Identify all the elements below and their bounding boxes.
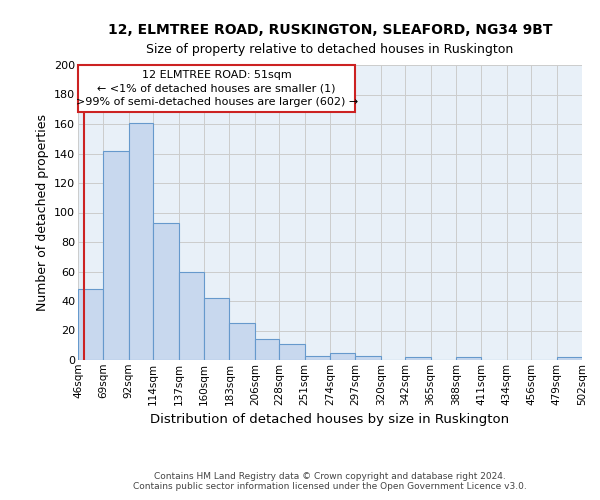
Bar — [129, 122, 153, 360]
Text: Contains HM Land Registry data © Crown copyright and database right 2024.: Contains HM Land Registry data © Crown c… — [154, 472, 506, 481]
Bar — [255, 340, 279, 360]
Bar — [279, 344, 305, 360]
Bar — [456, 357, 481, 360]
Bar — [78, 289, 103, 360]
Bar — [557, 357, 582, 360]
Bar — [405, 357, 431, 360]
Bar — [179, 272, 204, 360]
Bar — [103, 150, 129, 360]
X-axis label: Distribution of detached houses by size in Ruskington: Distribution of detached houses by size … — [151, 413, 509, 426]
FancyBboxPatch shape — [78, 65, 355, 112]
Text: >99% of semi-detached houses are larger (602) →: >99% of semi-detached houses are larger … — [76, 97, 358, 107]
Text: 12 ELMTREE ROAD: 51sqm: 12 ELMTREE ROAD: 51sqm — [142, 70, 292, 81]
Text: Contains public sector information licensed under the Open Government Licence v3: Contains public sector information licen… — [133, 482, 527, 491]
Y-axis label: Number of detached properties: Number of detached properties — [35, 114, 49, 311]
Bar — [330, 352, 355, 360]
Bar — [153, 223, 179, 360]
Bar — [204, 298, 229, 360]
Bar — [305, 356, 330, 360]
Text: Size of property relative to detached houses in Ruskington: Size of property relative to detached ho… — [146, 42, 514, 56]
Bar — [229, 323, 255, 360]
Bar — [355, 356, 381, 360]
Text: 12, ELMTREE ROAD, RUSKINGTON, SLEAFORD, NG34 9BT: 12, ELMTREE ROAD, RUSKINGTON, SLEAFORD, … — [108, 22, 552, 36]
Text: ← <1% of detached houses are smaller (1): ← <1% of detached houses are smaller (1) — [97, 84, 336, 94]
